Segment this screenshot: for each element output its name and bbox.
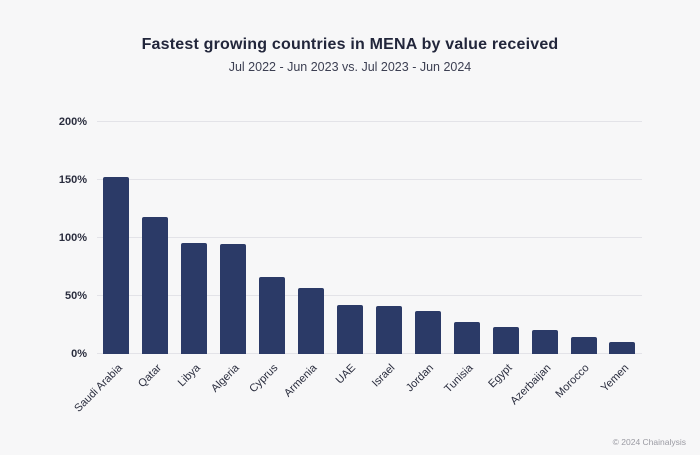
x-axis-label-israel: Israel [369, 362, 398, 390]
x-axis-label-jordan: Jordan [404, 362, 437, 395]
x-axis-label-cyprus: Cyprus [247, 362, 281, 396]
bar-slot-cyprus: Cyprus [248, 122, 292, 395]
bar-azerbaijan [531, 329, 558, 354]
chart-header: Fastest growing countries in MENA by val… [0, 36, 700, 74]
bar-slot-israel: Israel [369, 122, 408, 390]
gridline-200 [97, 121, 642, 122]
x-axis-label-morocco: Morocco [553, 362, 593, 401]
bar-slot-libya: Libya [175, 122, 214, 389]
footer-credit: © 2024 Chainalysis [612, 437, 686, 447]
bar-slot-morocco: Morocco [554, 122, 603, 400]
bar-slot-yemen: Yemen [599, 122, 642, 394]
chart-title: Fastest growing countries in MENA by val… [141, 36, 559, 53]
x-axis-label-saudi-arabia: Saudi Arabia [72, 362, 125, 415]
bars: Saudi Arabia Qatar Libya Algeria Cyprus Armen… [72, 122, 642, 415]
bar-slot-armenia: Armenia [282, 122, 331, 399]
bar-egypt [492, 327, 519, 354]
bar-slot-azerbaijan: Azerbaijan [508, 122, 564, 407]
bar-slot-tunisia: Tunisia [442, 122, 486, 395]
bar-slot-jordan: Jordan [404, 122, 447, 394]
x-axis-label-egypt: Egypt [485, 362, 515, 391]
x-axis-label-uae: UAE [334, 362, 359, 387]
chart-subtitle: Jul 2022 - Jun 2023 vs. Jul 2023 - Jun 2… [228, 60, 472, 74]
y-axis-tick-100: 100% [58, 232, 87, 244]
y-axis-tick-200: 200% [58, 116, 87, 128]
bar-armenia [298, 287, 325, 354]
bar-uae [336, 305, 363, 354]
bar-libya [181, 242, 208, 354]
y-axis-tick-150: 150% [58, 174, 87, 186]
x-axis-label-libya: Libya [175, 362, 203, 390]
bar-morocco [570, 336, 597, 354]
bar-cyprus [259, 277, 286, 354]
y-axis-tick-50: 50% [64, 290, 87, 302]
bar-israel [375, 306, 402, 354]
bar-slot-algeria: Algeria [209, 122, 253, 395]
bar-slot-uae: UAE [331, 122, 370, 386]
plot-area: Saudi Arabia Qatar Libya Algeria Cyprus Armen… [59, 116, 642, 415]
bar-qatar [142, 217, 169, 354]
bar-jordan [414, 311, 441, 354]
bar-tunisia [453, 321, 480, 354]
gridline-150 [97, 179, 642, 180]
bar-slot-qatar: Qatar [136, 122, 175, 390]
x-axis-label-yemen: Yemen [598, 362, 631, 395]
x-axis-label-tunisia: Tunisia [441, 362, 476, 396]
gridline-100 [97, 237, 642, 238]
bar-saudi-arabia [103, 176, 130, 354]
bar-yemen [609, 342, 636, 354]
gridline-50 [97, 295, 642, 296]
gridline-0 [97, 353, 642, 354]
x-axis-label-armenia: Armenia [282, 362, 320, 400]
y-axis-tick-0: 0% [71, 348, 87, 360]
x-axis-label-qatar: Qatar [135, 362, 164, 390]
bar-slot-egypt: Egypt [486, 122, 525, 390]
x-axis-label-algeria: Algeria [209, 362, 242, 395]
x-axis-label-azerbaijan: Azerbaijan [507, 362, 554, 408]
bar-algeria [220, 243, 247, 354]
bar-slot-saudi-arabia: Saudi Arabia [72, 122, 136, 415]
